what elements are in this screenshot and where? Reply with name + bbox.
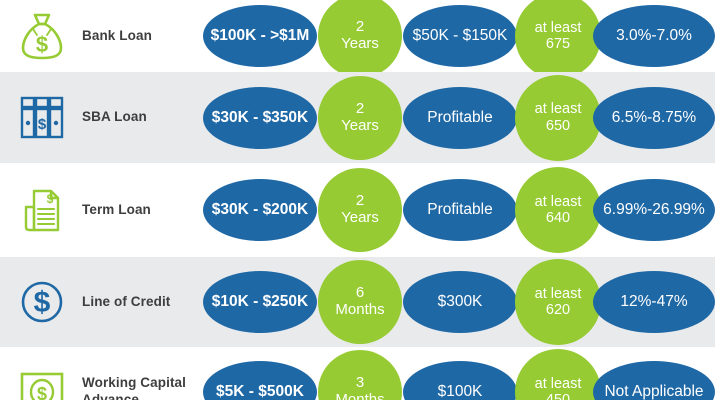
- row-bubbles: $30K - $200K 2 Years Profitable at least…: [203, 163, 715, 257]
- document-dollar-icon: $: [14, 185, 70, 235]
- row-label-cell: $ Term Loan: [0, 163, 203, 257]
- row-bubbles: $5K - $500K 3 Months $100K at least 450 …: [203, 347, 715, 400]
- table-row: $ Term Loan $30K - $200K 2 Years Profita…: [0, 163, 715, 257]
- annual-revenue-bubble: Profitable: [403, 179, 517, 241]
- table-row: $ Working Capital Advance $5K - $500K 3 …: [0, 347, 715, 400]
- annual-revenue-bubble: $300K: [403, 271, 517, 333]
- credit-score-bubble: at least 650: [515, 74, 601, 161]
- loan-amount-bubble: $100K - >$1M: [203, 5, 317, 67]
- credit-score-bubble: at least 450: [515, 349, 601, 400]
- time-in-business-bubble: 2 Years: [318, 168, 402, 252]
- svg-text:$: $: [37, 384, 47, 400]
- interest-rate-bubble: 12%-47%: [593, 271, 715, 333]
- interest-rate-bubble: 6.5%-8.75%: [593, 86, 715, 149]
- sidebar-item-label: Working Capital Advance: [82, 375, 187, 400]
- table-row: $ Bank Loan $100K - >$1M 2 Years $50K - …: [0, 0, 715, 79]
- dollar-coin-icon: $: [14, 278, 70, 326]
- time-unit: Years: [341, 209, 379, 226]
- score-prefix: at least: [534, 285, 582, 302]
- table-row: $ Line of Credit $10K - $250K 6 Months $…: [0, 257, 715, 347]
- interest-rate-bubble: 3.0%-7.0%: [593, 5, 715, 67]
- row-label-cell: $ SBA Loan: [0, 72, 203, 163]
- svg-text:$: $: [36, 32, 48, 57]
- time-value: 2: [355, 99, 365, 117]
- time-in-business-bubble: 6 Months: [318, 260, 402, 344]
- sidebar-item-label: Bank Loan: [82, 27, 152, 43]
- time-unit: Months: [335, 301, 385, 318]
- row-label-cell: $ Working Capital Advance: [0, 347, 203, 400]
- table-row: $ SBA Loan $30K - $350K 2 Years Profitab…: [0, 72, 715, 163]
- sidebar-item-label: Term Loan: [82, 201, 151, 217]
- sidebar-item-label: Line of Credit: [82, 293, 171, 309]
- row-bubbles: $30K - $350K 2 Years Profitable at least…: [203, 72, 715, 163]
- score-value: 450: [545, 392, 571, 400]
- svg-text:$: $: [38, 116, 47, 133]
- score-prefix: at least: [534, 19, 582, 36]
- time-value: 3: [355, 374, 365, 392]
- score-value: 620: [545, 302, 571, 318]
- interest-rate-bubble: Not Applicable: [593, 361, 715, 400]
- time-unit: Months: [335, 391, 385, 400]
- score-value: 650: [545, 117, 571, 134]
- score-value: 675: [545, 36, 571, 52]
- annual-revenue-bubble: Profitable: [403, 86, 517, 149]
- credit-score-bubble: at least 675: [515, 0, 601, 79]
- score-value: 640: [545, 210, 571, 226]
- sidebar-item-label: SBA Loan: [82, 109, 147, 125]
- loan-amount-bubble: $5K - $500K: [203, 361, 317, 400]
- time-unit: Years: [341, 35, 379, 52]
- credit-score-bubble: at least 640: [515, 167, 601, 253]
- row-bubbles: $10K - $250K 6 Months $300K at least 620…: [203, 257, 715, 347]
- interest-rate-bubble: 6.99%-26.99%: [593, 179, 715, 241]
- loan-amount-bubble: $10K - $250K: [203, 271, 317, 333]
- time-unit: Years: [341, 116, 379, 134]
- time-value: 2: [355, 192, 365, 210]
- svg-text:$: $: [34, 286, 51, 319]
- time-in-business-bubble: 2 Years: [318, 0, 402, 78]
- svg-text:$: $: [47, 192, 54, 206]
- score-prefix: at least: [534, 193, 582, 210]
- time-value: 6: [355, 284, 365, 302]
- row-label-cell: $ Line of Credit: [0, 257, 203, 347]
- framed-dollar-icon: $: [14, 369, 70, 400]
- score-prefix: at least: [534, 375, 582, 392]
- annual-revenue-bubble: $100K: [403, 361, 517, 400]
- row-bubbles: $100K - >$1M 2 Years $50K - $150K at lea…: [203, 0, 715, 79]
- score-prefix: at least: [534, 101, 582, 118]
- cash-stack-icon: $: [14, 93, 70, 143]
- time-value: 2: [355, 18, 365, 36]
- loan-amount-bubble: $30K - $350K: [203, 86, 317, 149]
- loan-amount-bubble: $30K - $200K: [203, 179, 317, 241]
- annual-revenue-bubble: $50K - $150K: [403, 5, 517, 67]
- credit-score-bubble: at least 620: [515, 259, 601, 345]
- time-in-business-bubble: 3 Months: [318, 350, 402, 400]
- row-label-cell: $ Bank Loan: [0, 0, 203, 72]
- time-in-business-bubble: 2 Years: [318, 75, 402, 160]
- money-bag-icon: $: [14, 11, 70, 61]
